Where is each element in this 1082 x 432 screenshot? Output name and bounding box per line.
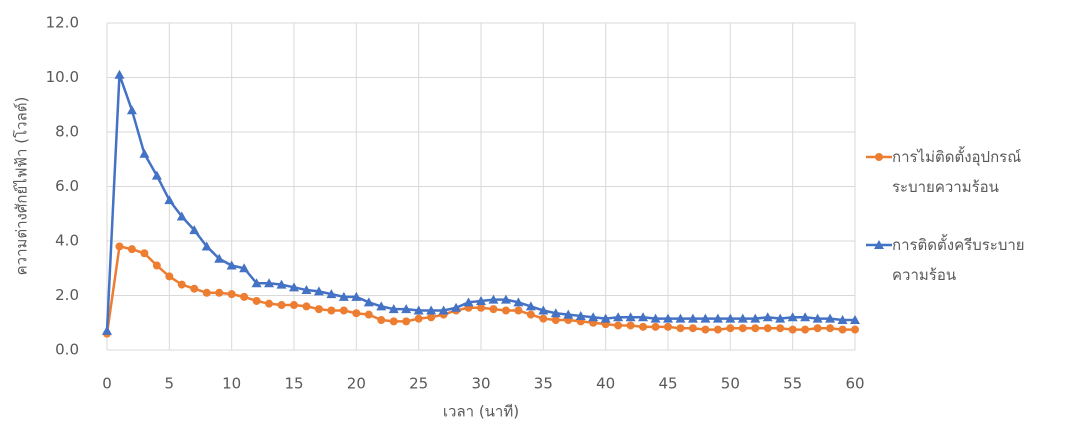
marker <box>278 301 286 309</box>
marker <box>365 311 373 319</box>
marker <box>502 306 510 314</box>
marker <box>327 306 335 314</box>
marker <box>215 289 223 297</box>
marker <box>875 153 883 161</box>
marker <box>701 326 709 334</box>
marker <box>164 195 174 204</box>
chart: ความต่างศักย์ไฟฟ้า (โวลต์) เวลา (นาที) 0… <box>0 0 1082 432</box>
marker <box>139 149 149 158</box>
marker <box>851 326 859 334</box>
x-tick-label: 60 <box>845 375 864 393</box>
marker <box>127 105 137 114</box>
x-tick-label: 10 <box>222 375 241 393</box>
legend-item: การติดตั้งครีบระบายความร้อน <box>866 230 1026 290</box>
marker <box>203 289 211 297</box>
x-axis-label: เวลา (นาที) <box>443 403 519 421</box>
marker <box>789 326 797 334</box>
x-tick-label: 30 <box>471 375 490 393</box>
x-tick-label: 5 <box>165 375 175 393</box>
marker <box>427 313 435 321</box>
legend-swatch <box>866 238 892 252</box>
x-tick-label: 20 <box>347 375 366 393</box>
marker <box>776 324 784 332</box>
marker <box>614 321 622 329</box>
marker <box>689 324 697 332</box>
y-tick-label: 2.0 <box>55 286 79 304</box>
marker <box>265 300 273 308</box>
marker <box>514 306 522 314</box>
marker <box>190 285 198 293</box>
y-tick-label: 10.0 <box>46 68 79 86</box>
legend-label: การติดตั้งครีบระบายความร้อน <box>892 230 1026 290</box>
x-tick-label: 40 <box>596 375 615 393</box>
chart-container: ความต่างศักย์ไฟฟ้า (โวลต์) เวลา (นาที) 0… <box>0 0 1082 432</box>
x-tick-label: 35 <box>534 375 553 393</box>
marker <box>302 302 310 310</box>
marker <box>390 317 398 325</box>
x-tick-label: 50 <box>721 375 740 393</box>
legend-item: การไม่ติดตั้งอุปกรณ์ระบายความร้อน <box>866 142 1026 202</box>
y-tick-label: 0.0 <box>55 341 79 359</box>
marker <box>352 309 360 317</box>
marker <box>340 306 348 314</box>
marker <box>726 324 734 332</box>
marker <box>140 249 148 257</box>
marker <box>153 262 161 270</box>
marker <box>102 326 112 335</box>
y-axis-label: ความต่างศักย์ไฟฟ้า (โวลต์) <box>13 97 31 276</box>
x-tick-label: 55 <box>783 375 802 393</box>
x-tick-label: 15 <box>284 375 303 393</box>
marker <box>801 326 809 334</box>
marker <box>415 315 423 323</box>
x-tick-label: 0 <box>102 375 112 393</box>
y-tick-label: 12.0 <box>46 14 79 32</box>
marker <box>402 317 410 325</box>
marker <box>552 316 560 324</box>
marker <box>128 245 136 253</box>
marker <box>764 324 772 332</box>
marker <box>639 323 647 331</box>
marker <box>627 321 635 329</box>
marker <box>315 305 323 313</box>
legend-label: การไม่ติดตั้งอุปกรณ์ระบายความร้อน <box>892 142 1026 202</box>
marker <box>664 323 672 331</box>
marker <box>652 323 660 331</box>
marker <box>739 324 747 332</box>
marker <box>527 311 535 319</box>
marker <box>489 305 497 313</box>
marker <box>826 324 834 332</box>
marker <box>377 316 385 324</box>
marker <box>165 272 173 280</box>
marker <box>228 290 236 298</box>
marker <box>290 301 298 309</box>
marker <box>676 324 684 332</box>
marker <box>539 315 547 323</box>
legend-swatch <box>866 150 892 164</box>
y-tick-label: 4.0 <box>55 232 79 250</box>
x-tick-label: 45 <box>658 375 677 393</box>
marker <box>751 324 759 332</box>
y-tick-label: 8.0 <box>55 123 79 141</box>
marker <box>814 324 822 332</box>
marker <box>240 293 248 301</box>
marker <box>839 326 847 334</box>
marker <box>114 70 124 79</box>
marker <box>714 326 722 334</box>
x-tick-label: 25 <box>409 375 428 393</box>
y-tick-label: 6.0 <box>55 177 79 195</box>
marker <box>253 297 261 305</box>
marker <box>115 242 123 250</box>
marker <box>477 304 485 312</box>
marker <box>178 281 186 289</box>
